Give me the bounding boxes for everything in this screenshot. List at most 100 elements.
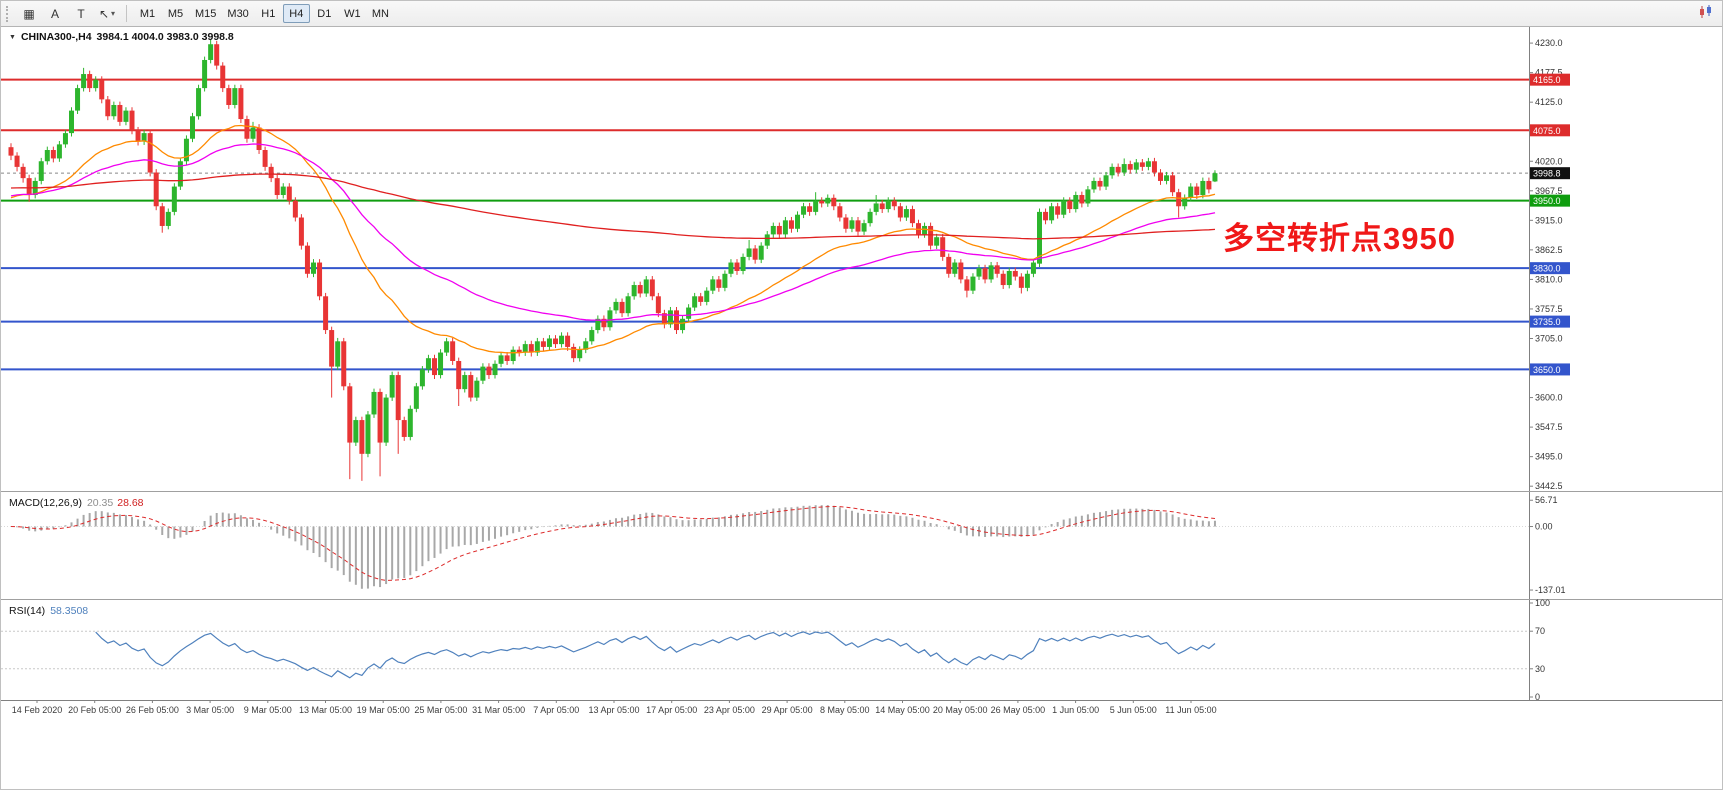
ma-30-line — [10, 124, 1216, 354]
time-tick-label: 5 Jun 05:00 — [1110, 705, 1157, 715]
timeframe-button-m1[interactable]: M1 — [134, 4, 161, 23]
price-badge-label: 3735.0 — [1533, 317, 1561, 327]
text-tool-button[interactable]: A — [43, 4, 67, 24]
time-tick-label: 13 Mar 05:00 — [299, 705, 352, 715]
price-badge-label: 4165.0 — [1533, 75, 1561, 85]
rsi-tick-label: 100 — [1535, 598, 1550, 608]
time-tick-label: 20 May 05:00 — [933, 705, 988, 715]
price-badge-label: 3830.0 — [1533, 264, 1561, 274]
chevron-down-icon: ▾ — [111, 9, 116, 18]
price-tick-label: 3967.5 — [1535, 186, 1563, 196]
time-tick-label: 17 Apr 05:00 — [646, 705, 697, 715]
time-tick-label: 20 Feb 05:00 — [68, 705, 121, 715]
price-tick-label: 4020.0 — [1535, 156, 1563, 166]
grid-tool-button[interactable]: ▦ — [17, 4, 41, 24]
time-tick-label: 7 Apr 05:00 — [533, 705, 579, 715]
price-badge — [1530, 194, 1570, 207]
chart-area: 4230.04177.54125.04072.54020.03967.53915… — [1, 27, 1723, 790]
rsi-value: 58.3508 — [50, 605, 89, 617]
time-axis: 14 Feb 2020 20 Feb 05:00 26 Feb 05:00 3 Mar… — [12, 700, 1217, 715]
price-badge-label: 4075.0 — [1533, 126, 1561, 136]
arrows-tool-button[interactable]: ↖ ▾ — [95, 4, 119, 24]
chart-ohlc-values: 3984.1 4004.0 3983.0 3998.8 — [96, 31, 234, 43]
time-tick-label: 1 Jun 05:00 — [1052, 705, 1099, 715]
price-badge — [1530, 167, 1570, 180]
macd-value: 20.35 — [86, 497, 114, 509]
timeframes-toolbar: M1 M5 M15 M30 H1 H4 D1 W1 MN — [134, 4, 394, 23]
toolbar-drag-handle[interactable] — [6, 5, 12, 22]
time-tick-label: 14 May 05:00 — [875, 705, 930, 715]
horizontal-lines — [1, 78, 1529, 371]
ma-300-line — [10, 173, 1216, 240]
candles — [8, 39, 1218, 481]
rsi-line — [95, 631, 1216, 679]
price-badge — [1530, 315, 1570, 328]
price-tick-label: 3547.5 — [1535, 422, 1563, 432]
timeframe-button-w1[interactable]: W1 — [339, 4, 366, 23]
price-tick-label: 3915.0 — [1535, 215, 1563, 225]
chart-annotation[interactable]: 多空转折点3950 — [1223, 221, 1456, 256]
timeframe-button-h1[interactable]: H1 — [255, 4, 282, 23]
ma-60-line — [10, 143, 1216, 321]
rsi-indicator-name: RSI(14) — [9, 605, 46, 617]
time-tick-label: 14 Feb 2020 — [12, 705, 63, 715]
rsi-tick-label: 70 — [1535, 626, 1545, 636]
time-tick-label: 31 Mar 05:00 — [472, 705, 525, 715]
chart-icon-button[interactable] — [1694, 4, 1718, 24]
time-tick-label: 23 Apr 05:00 — [704, 705, 755, 715]
price-tick-label: 4230.0 — [1535, 38, 1563, 48]
macd-panel: 56.71 0.00 -137.01 — [1, 495, 1566, 595]
macd-tick-label: 56.71 — [1535, 495, 1558, 505]
toolbar-separator — [126, 5, 127, 22]
timeframe-button-mn[interactable]: MN — [367, 4, 394, 23]
price-badge — [1530, 262, 1570, 275]
price-tick-label: 4177.5 — [1535, 68, 1563, 78]
rsi-label: RSI(14) 58.3508 — [9, 605, 88, 617]
time-tick-label: 25 Mar 05:00 — [414, 705, 467, 715]
toolbar: ▦ A T ↖ ▾ M1 M5 M15 M30 H1 H4 D1 W1 MN — [1, 1, 1722, 27]
timeframe-button-m5[interactable]: M5 — [162, 4, 189, 23]
price-tick-label: 3495.0 — [1535, 452, 1563, 462]
chart-frame — [1, 27, 1722, 701]
moving-averages — [10, 124, 1216, 354]
time-tick-label: 29 Apr 05:00 — [762, 705, 813, 715]
price-tick-label: 3442.5 — [1535, 481, 1563, 491]
chart-symbol-period: CHINA300-,H4 — [20, 31, 92, 43]
price-badge — [1530, 73, 1570, 86]
line-studies-toolbar: ▦ A T ↖ ▾ — [17, 4, 119, 24]
timeframe-button-h4[interactable]: H4 — [282, 4, 310, 23]
price-tick-label: 3705.0 — [1535, 333, 1563, 343]
price-tick-label: 3600.0 — [1535, 393, 1563, 403]
label-tool-button[interactable]: T — [69, 4, 93, 24]
price-badges: 4165.0 4075.0 3950.0 3830.0 3735.0 3650.0 3998… — [1530, 73, 1570, 376]
timeframe-button-d1[interactable]: D1 — [311, 4, 338, 23]
time-tick-label: 8 May 05:00 — [820, 705, 870, 715]
time-tick-label: 13 Apr 05:00 — [588, 705, 639, 715]
price-badge-label: 3650.0 — [1533, 365, 1561, 375]
collapse-triangle-icon[interactable]: ▼ — [9, 33, 16, 41]
arrows-tool-icon: ↖ — [98, 6, 110, 21]
macd-signal-value: 28.68 — [117, 497, 144, 509]
chart-canvas[interactable]: 4230.04177.54125.04072.54020.03967.53915… — [1, 27, 1723, 790]
price-tick-label: 3810.0 — [1535, 274, 1563, 284]
timeframe-button-m15[interactable]: M15 — [190, 4, 221, 23]
rsi-tick-label: 30 — [1535, 664, 1545, 674]
time-tick-label: 9 Mar 05:00 — [244, 705, 292, 715]
macd-label: MACD(12,26,9) 20.35 28.68 — [9, 497, 144, 509]
label-tool-icon: T — [77, 6, 85, 21]
rsi-panel: 100 70 30 0 — [1, 598, 1550, 702]
price-badge-label: 3950.0 — [1533, 196, 1561, 206]
text-tool-icon: A — [50, 6, 59, 21]
grid-tool-icon: ▦ — [23, 6, 35, 21]
price-tick-label: 3862.5 — [1535, 245, 1563, 255]
timeframe-button-m30[interactable]: M30 — [222, 4, 253, 23]
time-tick-label: 3 Mar 05:00 — [186, 705, 234, 715]
macd-indicator-name: MACD(12,26,9) — [9, 497, 82, 509]
rsi-tick-label: 0 — [1535, 692, 1540, 702]
price-badge-label: 3998.8 — [1533, 169, 1561, 179]
macd-tick-label: -137.01 — [1535, 585, 1566, 595]
price-badge — [1530, 124, 1570, 137]
time-tick-label: 26 May 05:00 — [991, 705, 1046, 715]
time-tick-label: 11 Jun 05:00 — [1165, 705, 1216, 715]
